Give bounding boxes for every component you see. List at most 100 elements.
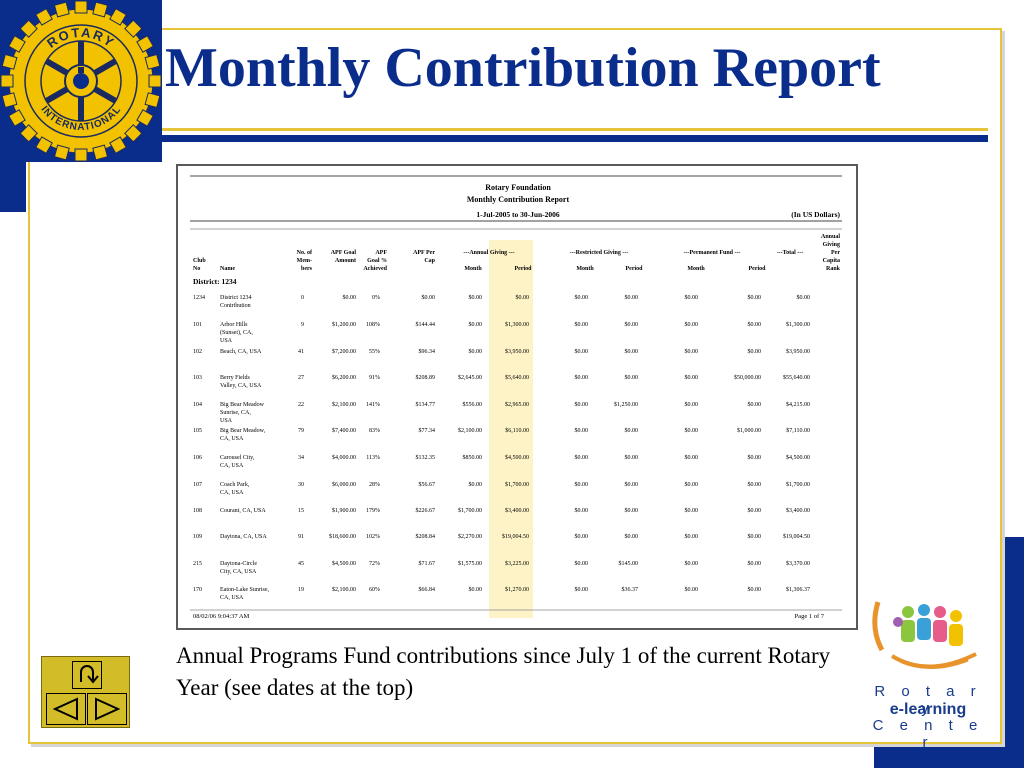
cell-name: Sunrise, CA, (220, 410, 251, 416)
cell-apf-per-cap: $208.89 (416, 374, 436, 381)
header-rank: Annual (821, 234, 840, 240)
table-row: 101 Arbor Hills(Sunset), CA, USA 9 $1,200.00… (193, 321, 810, 344)
cell-name: Berry Fields (220, 375, 250, 381)
cell-annual-period: $0.00 (516, 294, 530, 301)
header-month: Month (464, 266, 482, 272)
report-period: 1-Jul-2005 to 30-Jun-2006 (476, 210, 560, 219)
cell-apf-per-cap: $134.77 (416, 401, 436, 408)
header-club-no: Club (193, 258, 206, 264)
cell-annual-period: $1,270.00 (505, 586, 529, 593)
cell-club-no: 1234 (193, 295, 205, 301)
cell-apf-per-cap: $144.44 (416, 321, 436, 328)
report-footer-left: 08/02/06 9:04:37 AM (193, 613, 250, 620)
cell-members: 15 (298, 508, 304, 514)
header-month: Month (576, 266, 594, 272)
cell-club-no: 109 (193, 534, 202, 540)
cell-restricted-month: $0.00 (575, 533, 589, 540)
cell-permanent-period: $50,000.00 (734, 374, 761, 381)
cell-permanent-period: $0.00 (748, 348, 762, 355)
cell-apf-goal-pct: 28% (369, 482, 380, 488)
cell-apf-per-cap: $71.67 (419, 560, 436, 567)
cell-annual-month: $0.00 (469, 294, 483, 301)
header-members: Mem- (297, 258, 312, 264)
cell-permanent-month: $0.00 (685, 533, 699, 540)
cell-total: $3,400.00 (786, 507, 810, 514)
cell-members: 30 (298, 482, 304, 488)
cell-members: 22 (298, 402, 304, 408)
home-button[interactable] (72, 661, 102, 689)
cell-apf-goal: $1,900.00 (332, 507, 356, 514)
cell-club-no: 107 (193, 482, 202, 488)
district-label: District: 1234 (193, 277, 237, 286)
cell-apf-goal: $1,200.00 (332, 321, 356, 328)
cell-name: District 1234 (220, 295, 252, 301)
cell-club-no: 101 (193, 322, 202, 328)
period-highlight (489, 240, 533, 618)
header-members: No. of (297, 250, 313, 256)
header-month: Month (687, 266, 705, 272)
cell-permanent-month: $0.00 (685, 401, 699, 408)
cell-members: 19 (298, 587, 304, 593)
cell-permanent-month: $0.00 (685, 560, 699, 567)
cell-apf-goal: $0.00 (343, 294, 357, 301)
cell-apf-goal: $6,000.00 (332, 481, 356, 488)
cell-permanent-month: $0.00 (685, 348, 699, 355)
cell-name: Beach, CA, USA (220, 349, 262, 355)
header-rank: Per (831, 250, 840, 256)
cell-restricted-period: $0.00 (625, 427, 639, 434)
cell-apf-per-cap: $56.67 (419, 481, 436, 488)
cell-name: Courant, CA, USA (220, 508, 266, 514)
cell-restricted-month: $0.00 (575, 294, 589, 301)
header-restricted-giving: ---Restricted Giving --- (570, 250, 629, 256)
cell-members: 34 (298, 455, 304, 461)
cell-permanent-month: $0.00 (685, 374, 699, 381)
cell-restricted-period: $0.00 (625, 533, 639, 540)
header-members: bers (301, 266, 313, 272)
cell-apf-per-cap: $208.84 (416, 533, 436, 540)
header-period: Period (749, 266, 767, 272)
report-footer-right: Page 1 of 7 (795, 613, 825, 620)
elearning-line3: C e n t e r (872, 717, 984, 751)
table-row: 107 Coach Park, CA, USA 30 $6,000.00 28% $56.6… (193, 481, 810, 496)
cell-name: Arbor Hills (220, 322, 248, 328)
cell-members: 27 (298, 375, 304, 381)
cell-restricted-month: $0.00 (575, 374, 589, 381)
cell-restricted-period: $0.00 (625, 374, 639, 381)
header-apf-goal-pct: Goal % (367, 258, 387, 264)
cell-permanent-month: $0.00 (685, 294, 699, 301)
report-name: Monthly Contribution Report (467, 195, 570, 204)
cell-annual-month: $556.00 (463, 401, 483, 408)
cell-annual-period: $4,500.00 (505, 454, 529, 461)
cell-club-no: 105 (193, 428, 202, 434)
cell-annual-month: $2,645.00 (458, 374, 482, 381)
header-name: Name (220, 266, 235, 272)
cell-club-no: 108 (193, 508, 202, 514)
cell-permanent-month: $0.00 (685, 321, 699, 328)
report-org: Rotary Foundation (485, 183, 551, 192)
cell-apf-per-cap: $0.00 (422, 294, 436, 301)
cell-members: 9 (301, 322, 304, 328)
cell-restricted-month: $0.00 (575, 507, 589, 514)
cell-apf-goal-pct: 91% (369, 375, 380, 381)
header-rank: Giving (823, 242, 840, 248)
cell-apf-goal: $2,100.00 (332, 586, 356, 593)
cell-restricted-period: $0.00 (625, 454, 639, 461)
cell-apf-goal-pct: 102% (366, 534, 380, 540)
header-period: Period (626, 266, 644, 272)
cell-restricted-period: $145.00 (619, 560, 639, 567)
cell-total: $3,950.00 (786, 348, 810, 355)
cell-permanent-period: $0.00 (748, 294, 762, 301)
cell-apf-goal-pct: 108% (366, 322, 380, 328)
cell-annual-month: $0.00 (469, 586, 483, 593)
cell-name: USA (220, 338, 233, 344)
arrow-left-icon (52, 697, 78, 721)
cell-restricted-month: $0.00 (575, 321, 589, 328)
header-permanent-fund: ---Permanent Fund --- (684, 250, 741, 256)
cell-total: $55,640.00 (783, 374, 810, 381)
report-image: Rotary Foundation Monthly Contribution R… (176, 164, 858, 630)
u-turn-icon (80, 665, 99, 684)
previous-button[interactable] (46, 693, 86, 725)
cell-permanent-period: $0.00 (748, 481, 762, 488)
cell-name: CA, USA (220, 595, 244, 601)
next-button[interactable] (87, 693, 127, 725)
